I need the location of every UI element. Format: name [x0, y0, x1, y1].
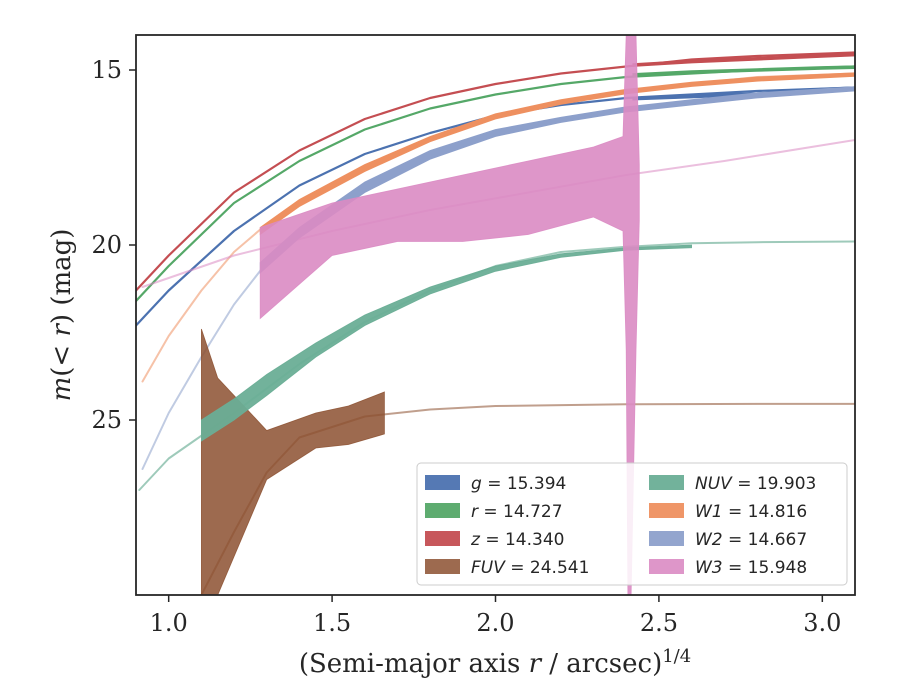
series-band-nuv: [201, 244, 692, 442]
legend-label-w2: W2 = 14.667: [695, 530, 807, 550]
legend-label-g: g = 15.394: [471, 474, 566, 494]
series-line-z: [136, 51, 855, 292]
legend-swatch-w3: [649, 559, 684, 574]
legend-swatch-w2: [649, 531, 684, 546]
series-band-w1: [259, 72, 855, 236]
legend-swatch-r: [425, 503, 460, 518]
x-axis-title: (Semi-major axis r / arcsec)1/4: [299, 646, 691, 679]
legend-label-fuv: FUV = 24.541: [471, 558, 589, 578]
legend-label-w1: W1 = 14.816: [695, 502, 807, 522]
x-tick-label: 2.0: [476, 609, 514, 637]
x-tick-label: 3.0: [803, 609, 841, 637]
plot-frame: [135, 34, 856, 596]
series-band-w3: [259, 35, 640, 595]
y-tick-label: 25: [91, 406, 122, 434]
y-tick-label: 20: [91, 231, 122, 259]
x-tick-label: 2.5: [640, 609, 678, 637]
legend-swatch-fuv: [425, 559, 460, 574]
y-axis-title: m(< r) (mag): [47, 229, 77, 402]
legend-swatch-w1: [649, 503, 684, 518]
axis-ticks: 1.0 1.5 2.0 2.5 3.0 15 20 25: [91, 56, 841, 637]
y-tick-label: 15: [91, 56, 122, 84]
series-band-r: [632, 65, 855, 77]
legend-label-r: r = 14.727: [471, 502, 563, 522]
legend-label-z: z = 14.340: [470, 530, 564, 550]
legend-label-w3: W3 = 15.948: [695, 558, 807, 578]
plot-area: [136, 35, 855, 595]
legend-swatch-z: [425, 531, 460, 546]
series-band-w2: [259, 86, 855, 274]
legend-label-nuv: NUV = 19.903: [695, 474, 816, 494]
series-band-fuv: [201, 328, 385, 595]
legend-swatch-nuv: [649, 475, 684, 490]
x-tick-label: 1.0: [150, 609, 188, 637]
x-tick-label: 1.5: [313, 609, 351, 637]
legend: g = 15.394 r = 14.727 z = 14.340 FUV = 24.5…: [416, 462, 848, 586]
legend-swatch-g: [425, 475, 460, 490]
series-band-z: [632, 52, 855, 67]
legend-box: [416, 462, 848, 586]
